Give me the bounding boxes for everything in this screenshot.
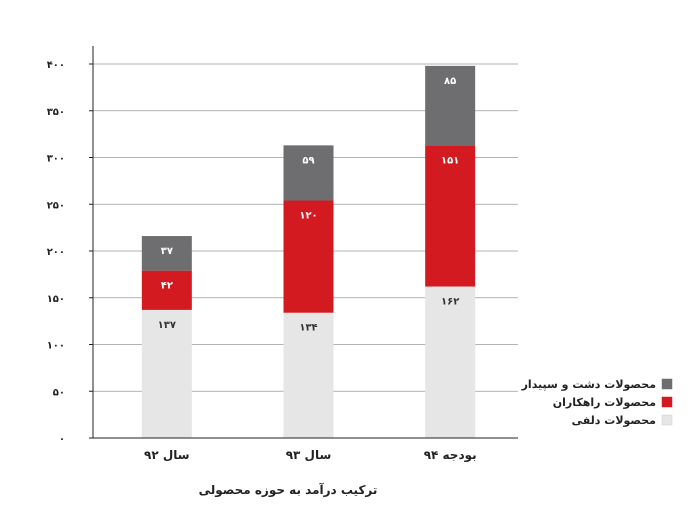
x-category-label: سال ۹۲ <box>144 448 190 462</box>
bars: ۱۳۷ ۴۲ ۳۷ ۱۳۴ ۱۲۰ ۵۹ ۱۶۲ ۱۵۱ ۸۵ <box>141 65 476 438</box>
y-tick-label: ۳۵۰ <box>47 107 65 118</box>
legend-label: محصولات دشت و سپیدار <box>521 378 656 391</box>
legend-label: محصولات راهکاران <box>553 396 656 409</box>
bar-segment <box>283 312 334 438</box>
data-label: ۱۵۱ <box>441 155 459 166</box>
x-category-label: بودجه ۹۴ <box>424 448 477 463</box>
y-ticks: ۰ ۵۰ ۱۰۰ ۱۵۰ ۲۰۰ ۲۵۰ ۳۰۰ ۳۵۰ ۴۰۰ <box>47 60 93 445</box>
data-label: ۸۵ <box>444 76 456 87</box>
bar-segment <box>283 200 334 313</box>
data-label: ۴۲ <box>161 281 173 292</box>
data-label: ۱۳۴ <box>299 323 317 334</box>
x-category-labels: سال ۹۲ سال ۹۳ بودجه ۹۴ <box>144 448 477 463</box>
y-tick-label: ۱۵۰ <box>47 294 65 305</box>
legend-swatch <box>661 396 673 408</box>
y-tick-label: ۲۵۰ <box>47 200 65 211</box>
y-tick-label: ۲۰۰ <box>47 247 65 258</box>
data-label: ۵۹ <box>302 155 314 166</box>
legend: محصولات دشت و سپیدار محصولات راهکاران محصو… <box>521 378 673 427</box>
data-label: ۱۲۰ <box>299 211 317 222</box>
bar-segment <box>425 65 476 146</box>
bar-segment <box>141 270 192 310</box>
bar-segment <box>283 145 334 201</box>
bar-segment <box>141 236 192 271</box>
x-category-label: سال ۹۳ <box>286 448 332 462</box>
y-tick-label: ۱۰۰ <box>47 341 65 352</box>
chart-caption: ترکیب درآمد به حوزه محصولی <box>199 482 378 498</box>
y-tick-label: ۰ <box>59 434 65 445</box>
y-tick-label: ۳۰۰ <box>47 154 65 165</box>
legend-label: محصولات دلفی <box>572 414 656 427</box>
bar-segment <box>141 309 192 438</box>
legend-swatch <box>661 378 673 390</box>
bar-segment <box>425 145 476 287</box>
y-tick-label: ۵۰ <box>53 387 65 398</box>
y-tick-label: ۴۰۰ <box>47 60 65 71</box>
axes <box>92 46 518 439</box>
data-label: ۱۶۲ <box>441 297 459 308</box>
bar-segment <box>425 286 476 438</box>
data-label: ۱۳۷ <box>158 320 176 331</box>
legend-swatch <box>661 414 673 426</box>
data-label: ۳۷ <box>161 246 173 257</box>
